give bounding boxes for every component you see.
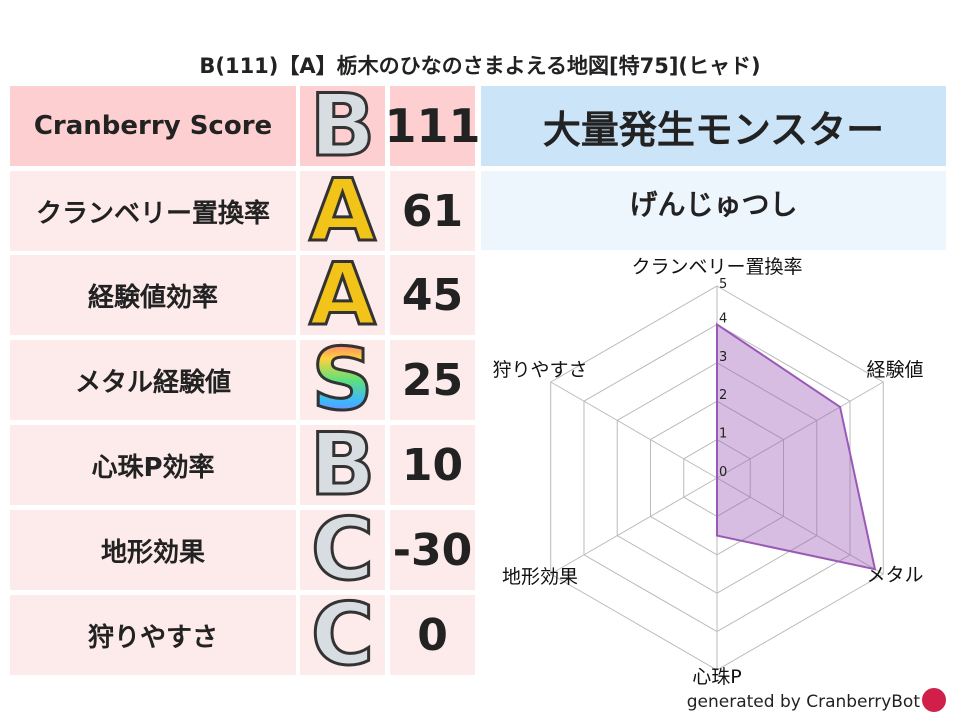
monster-name: げんじゅつし [481, 171, 946, 250]
grade-letter: A [308, 245, 378, 345]
row-label: 狩りやすさ [10, 595, 296, 675]
grade-letter: S [310, 330, 375, 430]
footer-credit: generated by CranberryBot [686, 692, 920, 712]
tick-label: 1 [719, 427, 727, 442]
grade-badge: A [300, 245, 385, 345]
grade-letter: B [308, 415, 377, 515]
row-value: 61 [390, 171, 475, 251]
grade-letter: C [309, 500, 375, 600]
row-value: 45 [390, 255, 475, 335]
row-label: 地形効果 [10, 510, 296, 590]
grade-letter: A [308, 161, 378, 261]
tick-label: 2 [719, 388, 727, 403]
row-value: -30 [390, 510, 475, 590]
grade-letter: C [309, 585, 375, 685]
grade-badge: C [300, 585, 385, 685]
grade-badge: C [300, 500, 385, 600]
grade-letter: B [308, 76, 377, 176]
row-value: 0 [390, 595, 475, 675]
monster-header: 大量発生モンスター [481, 86, 946, 166]
tick-label: 3 [719, 350, 727, 365]
cranberry-logo-icon [922, 688, 946, 712]
tick-label: 4 [719, 311, 727, 326]
axis-label: メタル [866, 564, 923, 586]
radar-series-area [716, 322, 877, 571]
grid-spoke [550, 381, 718, 479]
row-value: 25 [390, 340, 475, 420]
axis-label: 狩りやすさ [492, 359, 587, 381]
grade-badge: S [300, 330, 385, 430]
grade-badge: B [300, 76, 385, 176]
row-label: 経験値効率 [10, 255, 296, 335]
axis-label: クランベリー置換率 [631, 256, 802, 278]
axis-label: 心珠P [692, 666, 741, 688]
axis-label: 経験値 [866, 359, 923, 381]
tick-label: 0 [719, 465, 727, 480]
page-title: B(111)【A】栃木のひなのさまよえる地図[特75](ヒャド) [199, 54, 761, 78]
grid-spoke [550, 477, 718, 575]
row-label: 心珠P効率 [10, 425, 296, 505]
axis-label: 地形効果 [502, 566, 578, 588]
grid-spoke [716, 477, 884, 575]
row-label: クランベリー置換率 [10, 171, 296, 251]
row-label: Cranberry Score [10, 86, 296, 166]
grade-badge: A [300, 161, 385, 261]
row-value: 10 [390, 425, 475, 505]
row-label: メタル経験値 [10, 340, 296, 420]
grade-badge: B [300, 415, 385, 515]
grid-spoke [716, 381, 884, 479]
tick-label: 5 [719, 277, 727, 292]
row-value: 111 [384, 86, 481, 166]
